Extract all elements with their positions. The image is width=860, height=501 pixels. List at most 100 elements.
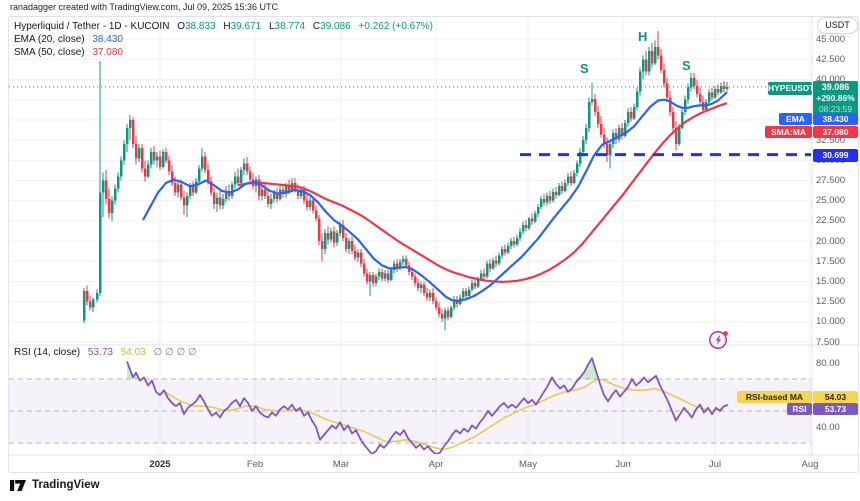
change-value: +0.262 (+0.67%) [358, 21, 434, 32]
rsi-value-badge: 53.73 [813, 403, 858, 415]
rsi-lines [126, 357, 729, 454]
tradingview-logo[interactable]: TradingView [10, 477, 100, 492]
candle-body [591, 98, 594, 103]
candle-body [129, 119, 132, 128]
candle-body [159, 156, 162, 167]
candle-body [381, 271, 384, 279]
candle-body [405, 258, 408, 266]
candle-body [303, 189, 306, 201]
rsi-ma-line [164, 378, 728, 451]
candle-body [513, 241, 516, 245]
candle-body [351, 241, 354, 251]
candle-body [288, 186, 291, 192]
candle-body [636, 91, 639, 107]
candle-body [384, 273, 387, 279]
rsi-empty-values: ∅ ∅ ∅ ∅ [153, 347, 197, 358]
candle-body [414, 276, 417, 284]
rsi-ma-tag: RSI-based MA [737, 391, 812, 403]
candle-body [681, 111, 684, 128]
candle-body [270, 199, 273, 204]
close-label: C [312, 21, 321, 32]
candle-body [450, 307, 453, 318]
symbol-price-badge: 39.086 +290.86% 08:23:59 [813, 81, 858, 115]
currency-toggle-button[interactable]: USDT [817, 17, 858, 34]
candle-body [675, 127, 678, 145]
candle-body [174, 182, 177, 193]
rsi-label: RSI (14, close) [14, 347, 81, 358]
rsi-legend: RSI (14, close) 53.73 54.03 ∅ ∅ ∅ ∅ [14, 347, 197, 358]
candle-body [86, 291, 89, 302]
price-tick-label: 10.000 [816, 316, 846, 328]
price-tick-label: 25.000 [816, 195, 846, 207]
candle-body [588, 102, 591, 128]
grid [9, 17, 811, 455]
time-axis-label: Jul [708, 459, 722, 470]
candle-body [219, 197, 222, 206]
candle-body [321, 241, 324, 250]
candle-body [141, 148, 144, 169]
candle-body [720, 85, 723, 93]
candle-body [585, 127, 588, 141]
candle-body [549, 195, 552, 201]
candle-body [660, 55, 663, 70]
candle-body [567, 176, 570, 183]
candle-body [432, 292, 435, 301]
candle-body [600, 123, 603, 135]
candle-body [360, 252, 363, 264]
candle-body [89, 301, 92, 308]
candle-body [687, 87, 690, 100]
price-tick-label: 22.500 [816, 215, 846, 227]
candle-body [105, 180, 108, 200]
candle-body [486, 263, 489, 277]
candle-body [237, 176, 240, 183]
last-price: 39.086 [821, 82, 850, 92]
candle-body [690, 77, 693, 88]
candle-body [714, 89, 717, 98]
candle-body [528, 218, 531, 229]
candle-body [309, 200, 312, 208]
ema-tag: EMA [779, 113, 812, 125]
candle-body [576, 163, 579, 174]
candle-body [222, 199, 225, 206]
candle-body [165, 152, 168, 161]
candle-body [489, 263, 492, 269]
price-tick-label: 32.500 [816, 134, 846, 146]
candle-body [510, 241, 513, 246]
candle-body [444, 310, 447, 319]
candle-body [708, 92, 711, 103]
candle-body [273, 192, 276, 200]
sma-label: SMA (50, close) [14, 47, 85, 58]
price-tick-label: 27.500 [816, 175, 846, 186]
candle-body [96, 292, 99, 300]
candle-body [375, 276, 378, 284]
candle-body [144, 168, 147, 177]
candle-body [318, 218, 321, 242]
candle-body [300, 189, 303, 196]
lightning-pattern-icon[interactable] [706, 327, 732, 353]
candle-body [108, 199, 111, 213]
rsi-value: 53.73 [87, 347, 113, 358]
candle-body [519, 231, 522, 238]
candle-body [597, 111, 600, 124]
candle-body [246, 163, 249, 172]
candle-body [396, 263, 399, 269]
rsi-line [126, 357, 729, 454]
price-tick-label: 15.000 [816, 276, 846, 287]
candle-body [624, 123, 627, 137]
candle-body [92, 299, 95, 308]
low-label: L [268, 21, 275, 32]
candle-body [333, 231, 336, 243]
candle-body [468, 289, 471, 297]
candle-body [315, 210, 318, 219]
price-tick-label: 45.000 [816, 33, 846, 45]
sma50-line [237, 102, 728, 283]
candle-body [471, 283, 474, 290]
price-tick-label: 40.000 [816, 74, 846, 85]
candle-body [423, 284, 426, 293]
candle-body [393, 263, 396, 271]
price-tick-label: 12.500 [816, 296, 846, 308]
head-label: H [638, 29, 648, 44]
open-value: 38.833 [184, 21, 216, 32]
